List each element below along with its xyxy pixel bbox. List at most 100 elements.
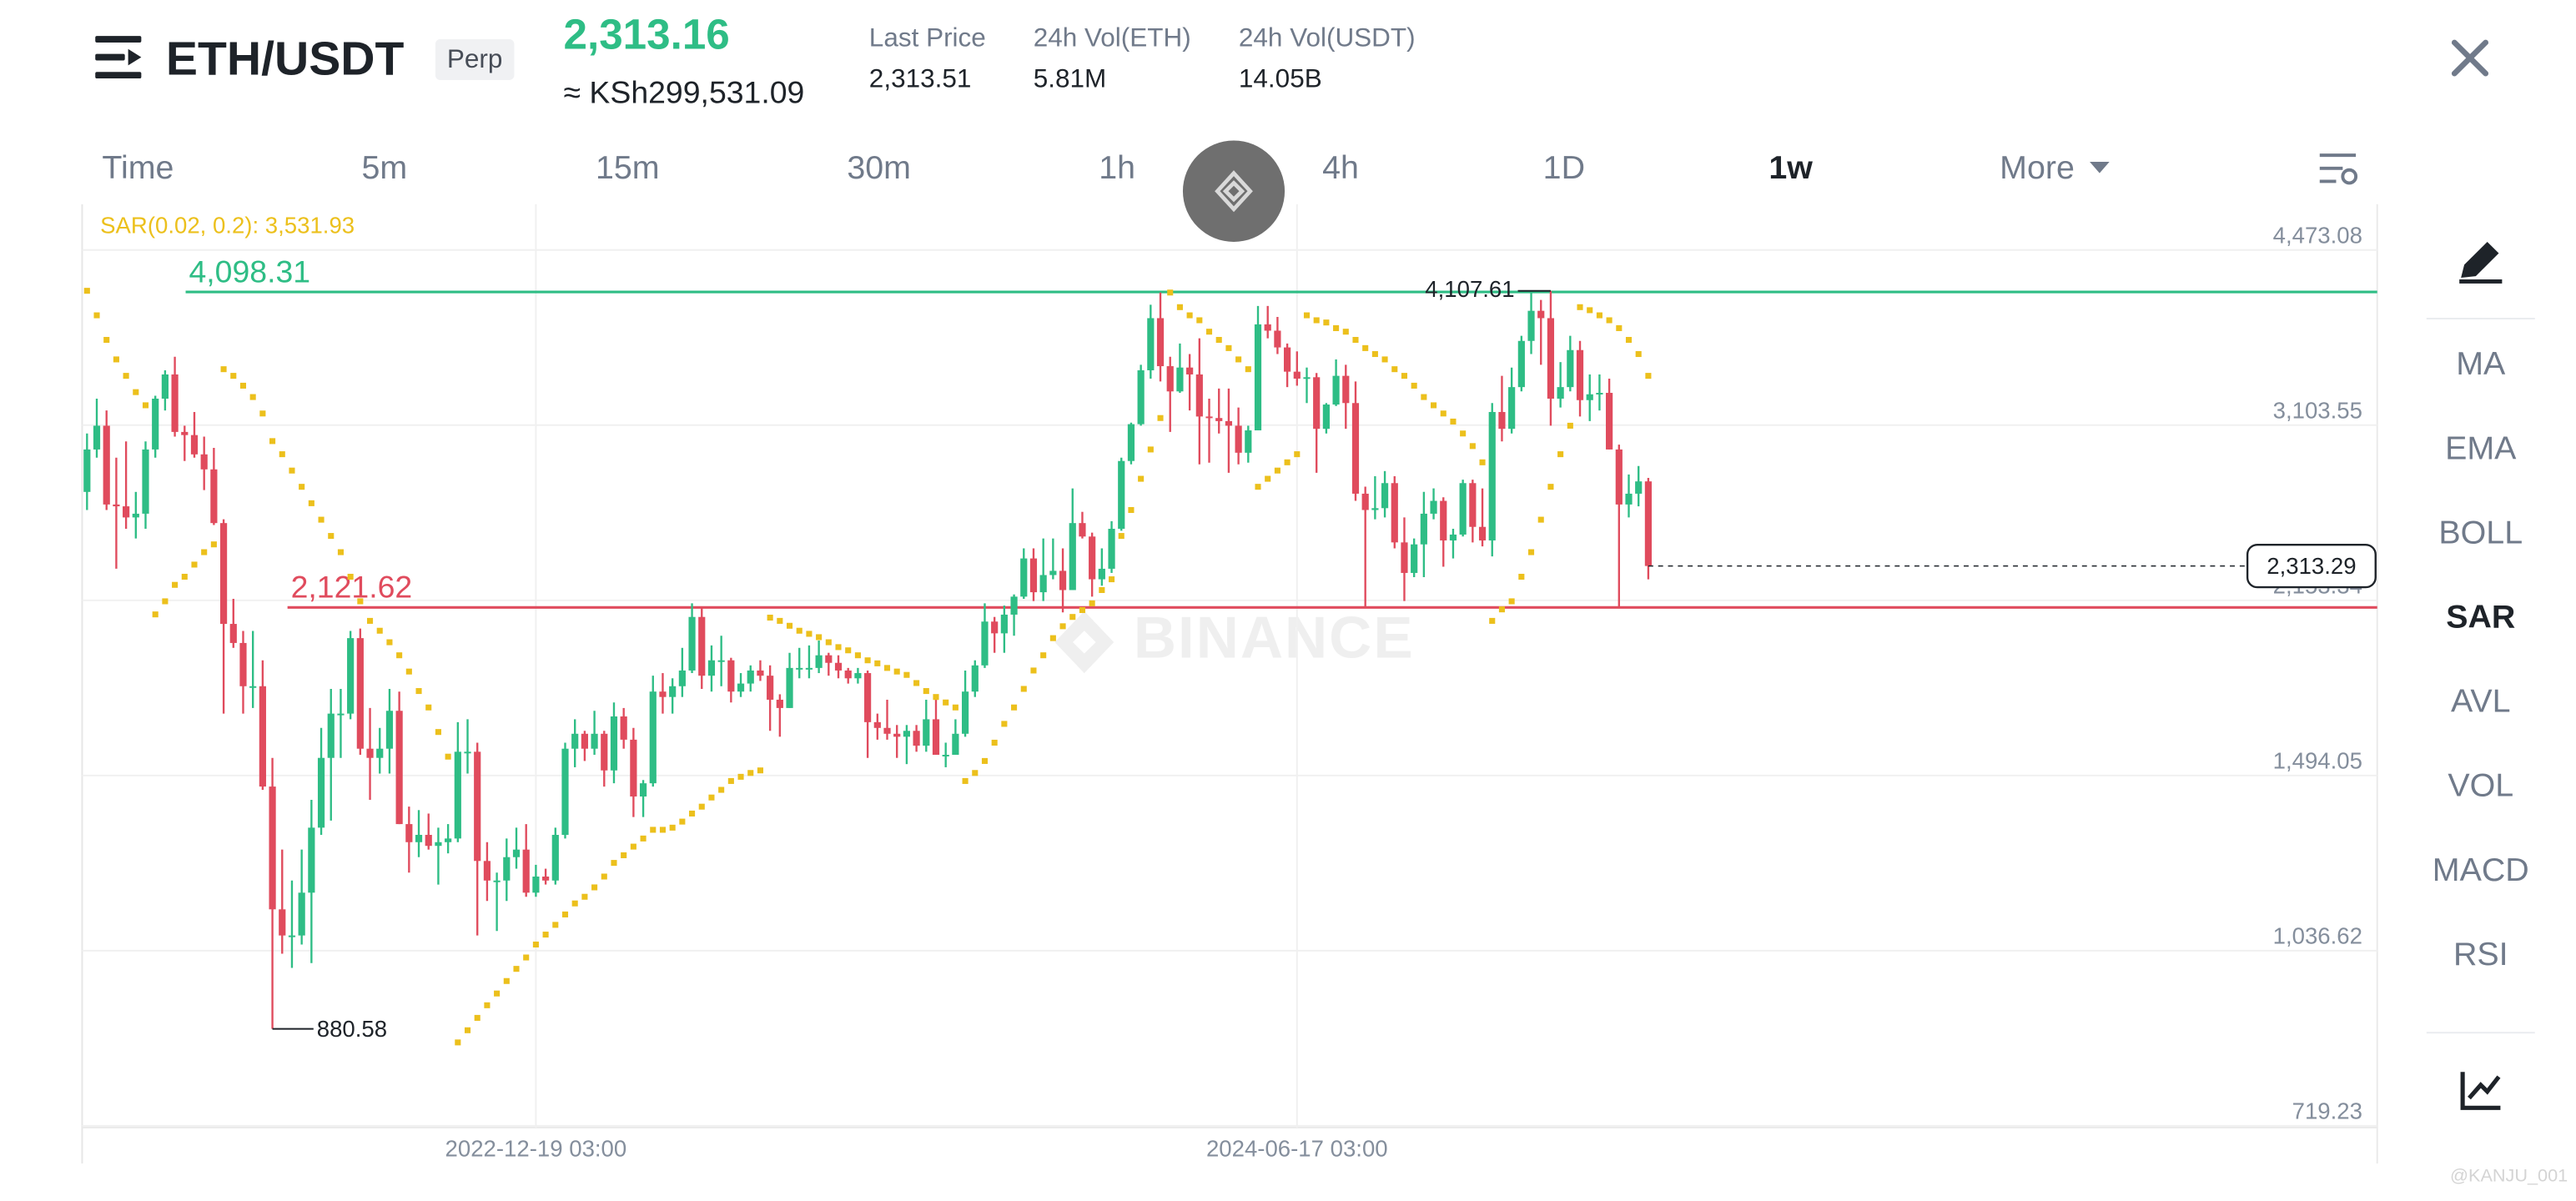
indicator[interactable]: AVL — [2451, 683, 2510, 720]
candle-body — [425, 834, 432, 847]
sar-dot — [172, 581, 179, 588]
pair[interactable]: ETH/USDT — [166, 33, 405, 86]
candle-body — [532, 876, 540, 893]
candle-body — [1469, 483, 1477, 527]
settings-icon[interactable] — [2319, 153, 2358, 185]
sar-dot — [591, 884, 598, 891]
chart-icon[interactable] — [2460, 1072, 2501, 1110]
candle-body — [1098, 568, 1105, 580]
dropdown-arrow — [2090, 161, 2110, 173]
candle-body — [1322, 405, 1330, 430]
candle-body — [1625, 493, 1633, 505]
sar-dot — [1577, 304, 1583, 310]
sar-dot — [698, 803, 705, 810]
sar-dot — [1596, 312, 1602, 319]
candle-body — [522, 849, 530, 893]
candle-body — [669, 686, 677, 697]
tab[interactable]: More — [2000, 149, 2075, 186]
sar-dot — [503, 977, 510, 984]
candle-body — [181, 431, 189, 435]
watermark: BINANCE — [1134, 605, 1415, 671]
candle-body — [1245, 430, 1252, 453]
logo-button[interactable] — [1182, 140, 1285, 242]
tab[interactable]: Time — [102, 149, 174, 186]
sar-dot — [1371, 350, 1378, 358]
sar-dot — [611, 860, 617, 867]
indicator[interactable]: BOLL — [2438, 514, 2523, 550]
candle-body — [308, 827, 315, 893]
candle-body — [610, 716, 618, 771]
sar-dot — [981, 757, 989, 764]
candle-body — [249, 686, 257, 688]
tab[interactable]: 4h — [1322, 149, 1359, 186]
menu-icon[interactable] — [95, 36, 142, 79]
candle-body — [1225, 420, 1233, 426]
candle-body — [542, 876, 550, 881]
sar-dot — [1606, 317, 1613, 324]
indicator[interactable]: RSI — [2453, 936, 2508, 972]
sar-dot — [1352, 336, 1359, 344]
tab[interactable]: 1h — [1099, 149, 1135, 186]
sar-dot — [1176, 304, 1183, 310]
candle-body — [1020, 558, 1028, 597]
candle-body — [366, 748, 374, 758]
tab[interactable]: 1D — [1543, 149, 1585, 186]
tab[interactable]: 15m — [596, 149, 660, 186]
close[interactable] — [2451, 39, 2489, 77]
candle-body — [981, 621, 989, 666]
candle-body — [1332, 375, 1340, 405]
sar-dot — [1313, 317, 1320, 324]
sar-dot — [142, 402, 149, 409]
sar-dot — [1167, 289, 1174, 296]
tab[interactable]: 30m — [847, 149, 911, 186]
sar-dot — [1645, 373, 1652, 379]
sar-dot — [474, 1014, 480, 1021]
sar-dot — [796, 627, 802, 634]
sar-dot — [1469, 443, 1476, 450]
indicator[interactable]: MA — [2456, 345, 2506, 382]
candle-body — [767, 676, 774, 700]
candle-body — [113, 504, 120, 507]
sar-dot — [445, 753, 451, 760]
sar-dot — [1635, 350, 1642, 358]
indicator[interactable]: MACD — [2433, 852, 2529, 888]
current-label: 2,313.29 — [2267, 553, 2356, 579]
sar-dot — [425, 704, 432, 711]
sar-dot — [415, 688, 422, 695]
candle-body — [1274, 330, 1281, 348]
sar-dot — [162, 598, 169, 605]
indicator[interactable]: VOL — [2448, 767, 2513, 804]
sar-dot — [1294, 451, 1301, 458]
price-fiat: ≈ KSh299,531.09 — [564, 75, 805, 110]
sar-dot — [1011, 704, 1018, 711]
candle-body — [1108, 529, 1115, 569]
sar-dot — [1547, 484, 1554, 490]
candle-body — [132, 513, 139, 518]
indicator[interactable]: EMA — [2445, 430, 2517, 466]
sar-dot — [181, 573, 188, 580]
sar-dot — [972, 770, 979, 776]
candle-body — [347, 638, 355, 714]
tab[interactable]: 1w — [1768, 149, 1813, 186]
pencil-icon[interactable] — [2459, 241, 2503, 284]
sar-dot — [757, 767, 763, 774]
candle-body — [1517, 340, 1525, 388]
sar-dot — [484, 1002, 491, 1008]
sar-dot — [1196, 317, 1203, 324]
tab[interactable]: 5m — [361, 149, 407, 186]
sar-dot — [1284, 459, 1291, 465]
sar-dot — [1049, 635, 1056, 641]
candle-body — [83, 449, 91, 492]
sar-dot — [1381, 356, 1388, 363]
candle-body — [864, 673, 872, 722]
indicator[interactable]: SAR — [2446, 599, 2515, 636]
candle-body — [942, 755, 949, 756]
sar-dot — [1518, 573, 1525, 580]
sar-dot — [630, 843, 636, 850]
candle-body — [1010, 596, 1018, 615]
sar-dot — [464, 1027, 471, 1033]
candle-body — [376, 748, 384, 758]
sar-dot — [133, 389, 139, 395]
candle-body — [1508, 387, 1516, 430]
sar-dot — [874, 660, 881, 666]
